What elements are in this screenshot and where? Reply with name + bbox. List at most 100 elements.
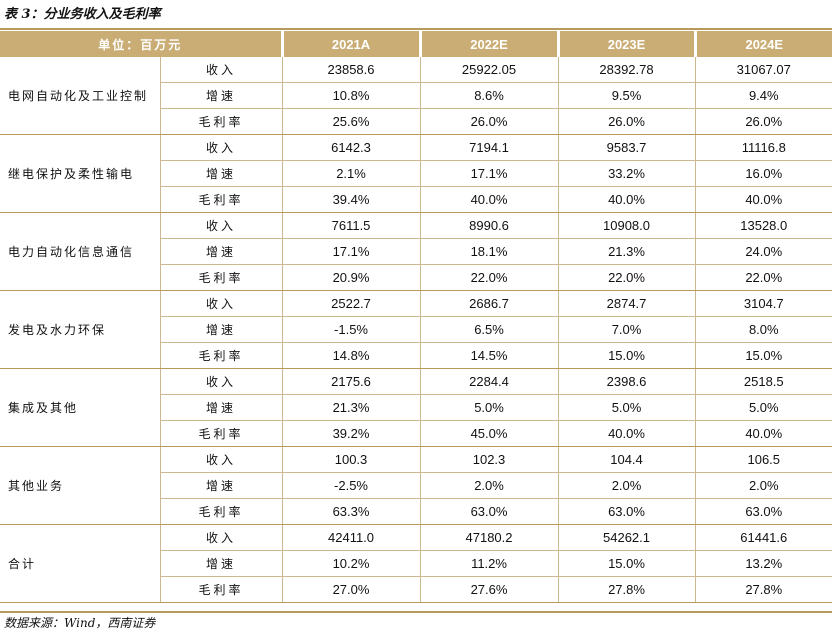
value-cell: 2874.7 [557, 290, 696, 317]
value-cell: 2.0% [557, 472, 696, 499]
value-cell: 9.4% [694, 82, 832, 109]
metric-label: 增速 [159, 82, 283, 109]
value-cell: 3104.7 [694, 290, 832, 317]
metric-label: 毛利率 [159, 108, 283, 135]
value-cell: 14.5% [419, 342, 559, 369]
table-header: 单位：百万元 2021A 2022E 2023E 2024E [0, 31, 832, 57]
value-cell: 18.1% [419, 238, 559, 265]
segment-name: 继电保护及柔性输电 [0, 134, 160, 213]
value-cell: 8990.6 [419, 212, 559, 239]
value-cell: 10.8% [281, 82, 421, 109]
segment-name: 电力自动化信息通信 [0, 212, 160, 291]
metric-label: 毛利率 [159, 498, 283, 525]
table-row: 毛利率 20.9% 22.0% 22.0% 22.0% [0, 264, 832, 291]
year-header: 2023E [556, 31, 696, 57]
value-cell: 2.0% [419, 472, 559, 499]
value-cell: 26.0% [419, 108, 559, 135]
metric-label: 收入 [159, 524, 283, 551]
table-row: 集成及其他 收入 2175.6 2284.4 2398.6 2518.5 [0, 368, 832, 447]
table-row: 合计 收入 42411.0 47180.2 54262.1 61441.6 [0, 524, 832, 603]
table-row: 继电保护及柔性输电 收入 6142.3 7194.1 9583.7 11116.8 [0, 134, 832, 213]
bottom-rule [0, 611, 832, 613]
metric-label: 收入 [159, 212, 283, 239]
table-row: 毛利率 14.8% 14.5% 15.0% 15.0% [0, 342, 832, 369]
metric-label: 毛利率 [159, 264, 283, 291]
value-cell: 7194.1 [419, 134, 559, 161]
value-cell: 2.0% [694, 472, 832, 499]
value-cell: 2522.7 [281, 290, 421, 317]
value-cell: 17.1% [281, 238, 421, 265]
value-cell: 2175.6 [281, 368, 421, 395]
value-cell: 14.8% [281, 342, 421, 369]
table-row: 增速 17.1% 18.1% 21.3% 24.0% [0, 238, 832, 265]
value-cell: 6142.3 [281, 134, 421, 161]
table-row: 增速 10.2% 11.2% 15.0% 13.2% [0, 550, 832, 577]
value-cell: 2284.4 [419, 368, 559, 395]
table-row: 增速 -1.5% 6.5% 7.0% 8.0% [0, 316, 832, 343]
metric-label: 收入 [159, 368, 283, 395]
value-cell: 11.2% [419, 550, 559, 577]
table-body: 电网自动化及工业控制 收入 23858.6 25922.05 28392.78 31067… [0, 57, 832, 603]
metric-label: 增速 [159, 316, 283, 343]
metric-label: 毛利率 [159, 342, 283, 369]
unit-label: 单位：百万元 [0, 31, 283, 57]
value-cell: 10.2% [281, 550, 421, 577]
table-row: 增速 -2.5% 2.0% 2.0% 2.0% [0, 472, 832, 499]
segment-name: 电网自动化及工业控制 [0, 57, 160, 135]
value-cell: 40.0% [694, 420, 832, 447]
value-cell: 2686.7 [419, 290, 559, 317]
metric-label: 增速 [159, 238, 283, 265]
value-cell: 27.8% [694, 576, 832, 603]
value-cell: 9.5% [557, 82, 696, 109]
value-cell: 31067.07 [694, 57, 832, 83]
value-cell: 102.3 [419, 446, 559, 473]
table-row: 其他业务 收入 100.3 102.3 104.4 106.5 [0, 446, 832, 525]
metric-label: 毛利率 [159, 186, 283, 213]
value-cell: 5.0% [557, 394, 696, 421]
value-cell: -2.5% [281, 472, 421, 499]
value-cell: 22.0% [419, 264, 559, 291]
segment-name: 合计 [0, 524, 160, 603]
value-cell: 104.4 [557, 446, 696, 473]
value-cell: 39.4% [281, 186, 421, 213]
value-cell: 17.1% [419, 160, 559, 187]
segment-name: 集成及其他 [0, 368, 160, 447]
value-cell: 13.2% [694, 550, 832, 577]
value-cell: 21.3% [557, 238, 696, 265]
value-cell: 20.9% [281, 264, 421, 291]
table-row: 毛利率 39.2% 45.0% 40.0% 40.0% [0, 420, 832, 447]
value-cell: 6.5% [419, 316, 559, 343]
value-cell: 26.0% [694, 108, 832, 135]
value-cell: -1.5% [281, 316, 421, 343]
table-title: 表 3：分业务收入及毛利率 [4, 7, 161, 22]
value-cell: 45.0% [419, 420, 559, 447]
value-cell: 8.6% [419, 82, 559, 109]
value-cell: 22.0% [557, 264, 696, 291]
year-header: 2022E [418, 31, 559, 57]
value-cell: 15.0% [557, 342, 696, 369]
value-cell: 54262.1 [557, 524, 696, 551]
value-cell: 25.6% [281, 108, 421, 135]
value-cell: 22.0% [694, 264, 832, 291]
value-cell: 9583.7 [557, 134, 696, 161]
year-header: 2021A [280, 31, 421, 57]
value-cell: 11116.8 [694, 134, 832, 161]
value-cell: 27.6% [419, 576, 559, 603]
value-cell: 27.0% [281, 576, 421, 603]
value-cell: 63.0% [557, 498, 696, 525]
table-row: 毛利率 27.0% 27.6% 27.8% 27.8% [0, 576, 832, 603]
value-cell: 13528.0 [694, 212, 832, 239]
metric-label: 毛利率 [159, 576, 283, 603]
value-cell: 40.0% [557, 186, 696, 213]
metric-label: 增速 [159, 472, 283, 499]
table-row: 毛利率 63.3% 63.0% 63.0% 63.0% [0, 498, 832, 525]
value-cell: 5.0% [694, 394, 832, 421]
segment-revenue-table: 单位：百万元 2021A 2022E 2023E 2024E 电网自动化及工业控… [0, 31, 832, 603]
value-cell: 5.0% [419, 394, 559, 421]
table-row: 毛利率 25.6% 26.0% 26.0% 26.0% [0, 108, 832, 135]
value-cell: 47180.2 [419, 524, 559, 551]
value-cell: 106.5 [694, 446, 832, 473]
metric-label: 收入 [159, 446, 283, 473]
value-cell: 21.3% [281, 394, 421, 421]
